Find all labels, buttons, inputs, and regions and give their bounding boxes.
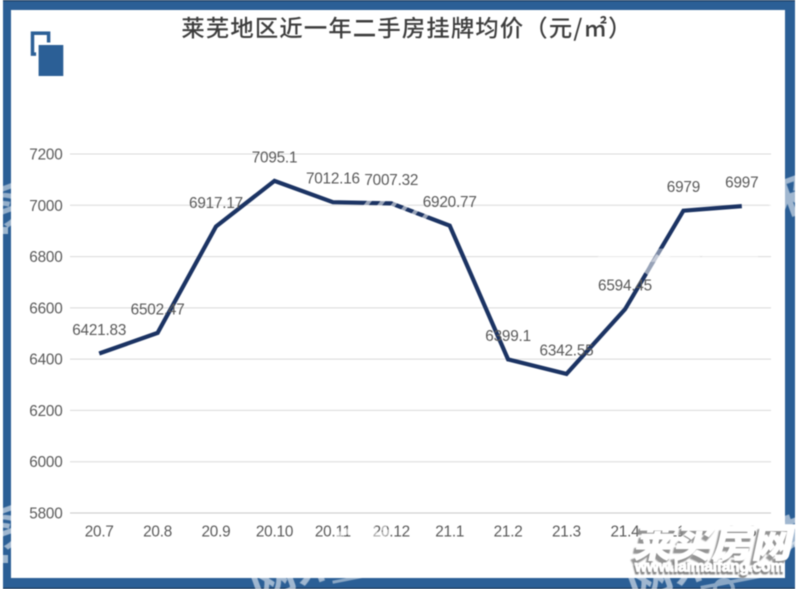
svg-text:6200: 6200 [29, 403, 62, 420]
svg-text:20.11: 20.11 [315, 524, 351, 541]
svg-text:5800: 5800 [29, 506, 62, 523]
svg-text:20.7: 20.7 [85, 524, 114, 541]
svg-text:6502.47: 6502.47 [131, 301, 185, 318]
svg-text:20.8: 20.8 [143, 524, 172, 541]
svg-text:21.3: 21.3 [552, 524, 581, 541]
svg-text:7007.32: 7007.32 [364, 172, 418, 189]
svg-text:21.2: 21.2 [494, 524, 523, 541]
svg-text:7095.1: 7095.1 [252, 149, 298, 166]
svg-text:6979: 6979 [667, 179, 700, 196]
svg-text:6997: 6997 [725, 175, 758, 192]
svg-text:6917.17: 6917.17 [189, 195, 243, 212]
svg-text:6399.1: 6399.1 [485, 328, 531, 345]
svg-text:7200: 7200 [29, 147, 62, 164]
svg-text:www.laimaifang.com: www.laimaifang.com [633, 561, 783, 578]
svg-text:6400: 6400 [29, 352, 62, 369]
svg-text:6800: 6800 [29, 249, 62, 266]
svg-text:6342.55: 6342.55 [540, 342, 594, 359]
svg-text:6421.83: 6421.83 [72, 322, 126, 339]
svg-text:20.9: 20.9 [202, 524, 231, 541]
svg-text:20.10: 20.10 [256, 524, 293, 541]
svg-text:6600: 6600 [29, 300, 62, 317]
svg-text:6000: 6000 [29, 454, 62, 471]
svg-text:21.1: 21.1 [435, 524, 464, 541]
svg-text:7012.16: 7012.16 [306, 171, 360, 188]
svg-text:7000: 7000 [29, 198, 62, 215]
svg-text:6920.77: 6920.77 [423, 194, 477, 211]
svg-text:21.4: 21.4 [611, 524, 641, 541]
svg-text:www.laimaifang.com: www.laimaifang.com [634, 559, 784, 576]
svg-text:6594.45: 6594.45 [598, 278, 652, 295]
